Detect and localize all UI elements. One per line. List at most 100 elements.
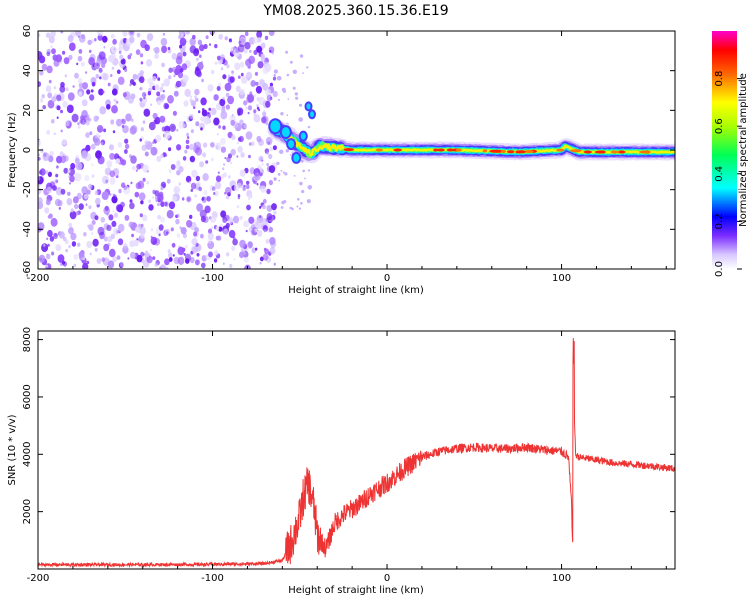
noise-dot bbox=[282, 171, 285, 174]
noise-blob bbox=[64, 74, 68, 78]
x-tick-label: -200 bbox=[27, 573, 50, 584]
noise-blob bbox=[63, 57, 70, 65]
noise-blob bbox=[107, 82, 111, 87]
noise-blob bbox=[250, 80, 256, 87]
noise-blob bbox=[129, 36, 135, 44]
noise-blob bbox=[173, 90, 179, 97]
noise-blob bbox=[245, 184, 248, 187]
noise-blob bbox=[163, 78, 170, 87]
noise-blob bbox=[87, 39, 92, 46]
noise-blob bbox=[112, 256, 118, 263]
noise-blob bbox=[38, 183, 41, 188]
noise-blob bbox=[201, 197, 204, 201]
noise-blob bbox=[109, 177, 116, 185]
noise-blob bbox=[181, 197, 185, 201]
noise-blob bbox=[117, 238, 124, 246]
noise-blob bbox=[144, 151, 149, 157]
noise-blob bbox=[186, 196, 191, 202]
noise-blob bbox=[60, 109, 63, 114]
noise-blob bbox=[191, 237, 198, 246]
noise-blob bbox=[261, 162, 264, 166]
noise-blob bbox=[183, 100, 189, 107]
noise-dot bbox=[307, 185, 313, 190]
noise-dot bbox=[281, 87, 286, 92]
noise-blob bbox=[230, 119, 236, 126]
noise-blob bbox=[141, 214, 148, 222]
noise-blob bbox=[193, 48, 200, 57]
noise-dot bbox=[280, 112, 284, 116]
noise-blob bbox=[113, 153, 120, 161]
noise-blob bbox=[60, 188, 66, 195]
noise-blob bbox=[194, 194, 197, 198]
noise-blob bbox=[207, 84, 214, 92]
noise-blob bbox=[140, 232, 145, 239]
noise-blob bbox=[266, 213, 273, 221]
noise-blob bbox=[210, 142, 215, 148]
noise-blob bbox=[251, 224, 256, 230]
noise-blob bbox=[166, 209, 174, 219]
noise-blob bbox=[227, 74, 231, 78]
noise-blob bbox=[227, 153, 233, 159]
noise-blob bbox=[255, 85, 262, 94]
top-x-axis: -200 -100 0 100 bbox=[27, 31, 667, 284]
noise-blob bbox=[117, 142, 123, 148]
noise-blob bbox=[78, 91, 83, 97]
noise-blob bbox=[247, 64, 251, 69]
noise-blob bbox=[122, 31, 128, 37]
noise-blob bbox=[74, 72, 79, 79]
noise-dot bbox=[300, 202, 303, 205]
noise-blob bbox=[154, 46, 160, 54]
noise-blob bbox=[57, 254, 65, 263]
noise-blob bbox=[230, 46, 237, 54]
noise-blob bbox=[251, 247, 257, 254]
noise-blob bbox=[115, 118, 123, 127]
noise-dot bbox=[292, 69, 297, 75]
noise-blob bbox=[200, 233, 204, 239]
noise-blob bbox=[117, 223, 125, 232]
noise-blob bbox=[117, 76, 125, 86]
noise-blob bbox=[223, 228, 229, 235]
noise-blob bbox=[97, 155, 105, 165]
noise-blob bbox=[106, 104, 111, 110]
noise-blob bbox=[168, 201, 176, 210]
noise-blob bbox=[165, 266, 169, 269]
colorbar-tick-label: 0.8 bbox=[714, 71, 725, 87]
noise-blob bbox=[196, 57, 199, 62]
noise-blob bbox=[77, 77, 83, 84]
noise-blob bbox=[51, 48, 56, 55]
noise-blob bbox=[168, 257, 173, 262]
noise-blob bbox=[51, 251, 55, 256]
noise-dot bbox=[296, 205, 299, 208]
noise-blob bbox=[176, 213, 180, 218]
noise-blob bbox=[144, 93, 147, 97]
noise-blob bbox=[207, 232, 214, 241]
noise-blob bbox=[231, 70, 235, 74]
signal-blob-core bbox=[310, 111, 314, 118]
noise-blob bbox=[256, 229, 263, 237]
noise-blob bbox=[224, 156, 227, 160]
noise-blob bbox=[269, 237, 276, 245]
colorbar-ticks: 0.0 0.2 0.4 0.6 0.8 bbox=[714, 71, 742, 277]
noise-blob bbox=[182, 233, 187, 239]
noise-blob bbox=[201, 78, 204, 83]
noise-blob bbox=[179, 68, 184, 73]
noise-blob bbox=[98, 88, 104, 96]
noise-blob bbox=[103, 45, 106, 49]
noise-blob bbox=[91, 220, 96, 225]
noise-blob bbox=[116, 230, 120, 234]
noise-blob bbox=[216, 86, 221, 91]
noise-dot bbox=[298, 117, 304, 122]
noise-blob bbox=[115, 204, 122, 212]
noise-blob bbox=[85, 203, 88, 206]
noise-blob bbox=[58, 231, 65, 239]
noise-dot bbox=[299, 181, 303, 186]
noise-blob bbox=[226, 64, 230, 69]
noise-blob bbox=[101, 142, 104, 145]
noise-blob bbox=[125, 113, 132, 122]
noise-blob bbox=[80, 115, 85, 121]
noise-blob bbox=[78, 203, 84, 211]
noise-blob bbox=[106, 224, 112, 232]
x-tick-label: 0 bbox=[384, 273, 390, 284]
noise-blob bbox=[129, 83, 132, 87]
noise-blob bbox=[103, 236, 109, 242]
